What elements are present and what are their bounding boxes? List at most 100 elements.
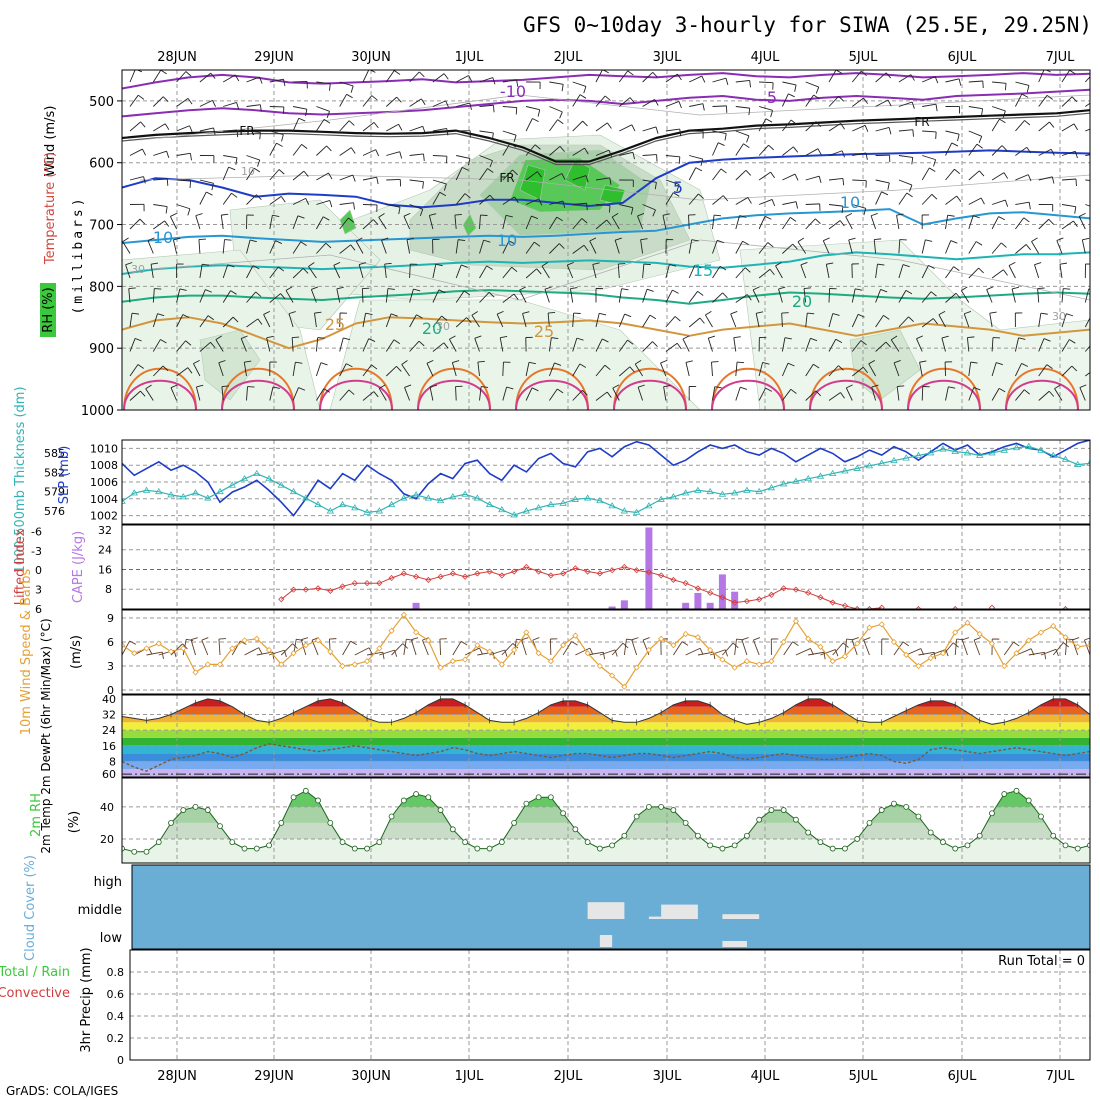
wind-barb-flag bbox=[630, 207, 634, 215]
wind-barb-flag bbox=[1046, 94, 1053, 100]
lifted-index-line bbox=[278, 563, 1069, 609]
bottom-date-label: 30JUN bbox=[351, 1069, 391, 1084]
wind-barb bbox=[845, 387, 853, 401]
wind-barb-flag bbox=[576, 337, 584, 341]
surface-wind-barb-flag bbox=[1072, 637, 1080, 641]
wind-barb bbox=[595, 204, 610, 206]
wind-barb bbox=[1038, 121, 1050, 132]
wind-barb-flag bbox=[462, 166, 469, 171]
wind-barb-flag bbox=[663, 385, 671, 388]
precip-tick-label: 0.8 bbox=[107, 966, 125, 979]
wind-barb-flag bbox=[300, 241, 307, 246]
wind-barb-flag bbox=[170, 212, 177, 217]
wind-speed-marker bbox=[572, 632, 579, 639]
wind-barb bbox=[711, 362, 713, 377]
wind-barb bbox=[385, 313, 392, 328]
wind-barb-flag bbox=[263, 310, 271, 315]
wind-barb-flag bbox=[890, 335, 898, 341]
wind-barb-flag bbox=[538, 198, 543, 206]
wind-barb bbox=[893, 362, 900, 377]
wind-barb-flag bbox=[533, 241, 541, 247]
top-date-label: 5JUL bbox=[849, 50, 879, 65]
wind-barb-flag bbox=[660, 359, 668, 364]
wind-barb bbox=[991, 242, 1002, 254]
wind-speed-marker bbox=[131, 650, 138, 657]
wind-barb-flag bbox=[1073, 220, 1078, 227]
wind-speed-marker bbox=[547, 658, 554, 665]
rh-marker bbox=[1038, 813, 1044, 820]
wind-barb bbox=[781, 312, 783, 328]
wind-barb-flag bbox=[699, 317, 705, 324]
wind-barb-flag bbox=[489, 194, 495, 201]
wind-barb bbox=[991, 145, 1003, 156]
wind-barb-flag bbox=[649, 314, 657, 320]
wind-barb-flag bbox=[887, 182, 890, 190]
wind-barb-flag bbox=[579, 94, 587, 99]
wind-barb-flag bbox=[541, 262, 549, 267]
thickness-marker bbox=[240, 474, 249, 482]
lifted-tick-label: 0 bbox=[35, 564, 42, 577]
wind-barb-flag bbox=[131, 312, 139, 315]
wind-barb bbox=[945, 386, 949, 401]
rh-line bbox=[122, 787, 1090, 855]
wind-barb-flag bbox=[627, 339, 634, 345]
wind-barb-flag bbox=[838, 96, 845, 102]
wind-barb bbox=[758, 199, 773, 205]
wind-barb bbox=[688, 193, 699, 205]
surface-wind-barb bbox=[851, 639, 858, 656]
wind-barb-flag bbox=[739, 215, 747, 218]
surface-wind-barb bbox=[354, 647, 370, 656]
thickness-marker bbox=[718, 490, 727, 497]
wind-barb-flag bbox=[244, 360, 252, 363]
wind-barb bbox=[129, 364, 139, 377]
wind-barb-flag bbox=[1043, 338, 1051, 342]
wind-barb-flag bbox=[790, 388, 797, 394]
wind-barb bbox=[991, 362, 997, 377]
surface-wind-barb bbox=[623, 639, 627, 656]
wind-barb bbox=[293, 80, 308, 83]
surface-wind-barb bbox=[146, 651, 163, 656]
wind-speed-marker bbox=[1001, 662, 1008, 670]
wind-barb-flag bbox=[474, 335, 482, 339]
wind-barb bbox=[339, 363, 347, 377]
wind-barb-flag bbox=[606, 219, 612, 226]
wind-barb-flag bbox=[947, 214, 955, 217]
wind-barb bbox=[805, 203, 820, 205]
wind-barb bbox=[634, 363, 643, 377]
thickness-marker bbox=[792, 477, 800, 484]
wind-barb bbox=[1031, 241, 1040, 254]
surface-wind-barb bbox=[795, 647, 811, 656]
contour-label: FR bbox=[914, 115, 929, 129]
wind-barb bbox=[759, 81, 774, 84]
surface-wind-barb bbox=[642, 639, 650, 656]
wind-barb-flag bbox=[418, 71, 425, 78]
wind-barb-flag bbox=[745, 170, 752, 176]
wind-barb-flag bbox=[662, 213, 670, 216]
wind-barb-flag bbox=[164, 123, 170, 130]
wind-barb-flag bbox=[438, 289, 446, 294]
wind-barb-flag bbox=[618, 263, 626, 265]
wind-barb bbox=[922, 103, 937, 107]
wind-barb-flag bbox=[1018, 337, 1026, 340]
contour-label: 10 bbox=[497, 231, 517, 250]
pressure-tick-label: 700 bbox=[89, 219, 114, 234]
rh-marker bbox=[842, 845, 848, 852]
wind-barb-flag bbox=[1051, 176, 1055, 184]
wind-speed-marker bbox=[939, 650, 947, 657]
wind-barb bbox=[362, 338, 370, 352]
wind-barb bbox=[992, 81, 1007, 84]
wind-barb-flag bbox=[471, 311, 478, 316]
lifted-index-marker bbox=[621, 563, 628, 571]
wind-barb bbox=[618, 339, 628, 352]
wind-barb bbox=[642, 72, 654, 83]
wind-barb bbox=[875, 127, 890, 132]
wind-barb bbox=[362, 176, 377, 181]
wind-barb bbox=[129, 313, 133, 328]
wind-barb bbox=[525, 215, 532, 230]
temp-band bbox=[122, 706, 1090, 715]
wind-barb-flag bbox=[841, 206, 844, 214]
wind-tick-label: 9 bbox=[107, 612, 114, 625]
wind-barb-flag bbox=[885, 341, 891, 348]
rh-marker bbox=[645, 803, 652, 810]
